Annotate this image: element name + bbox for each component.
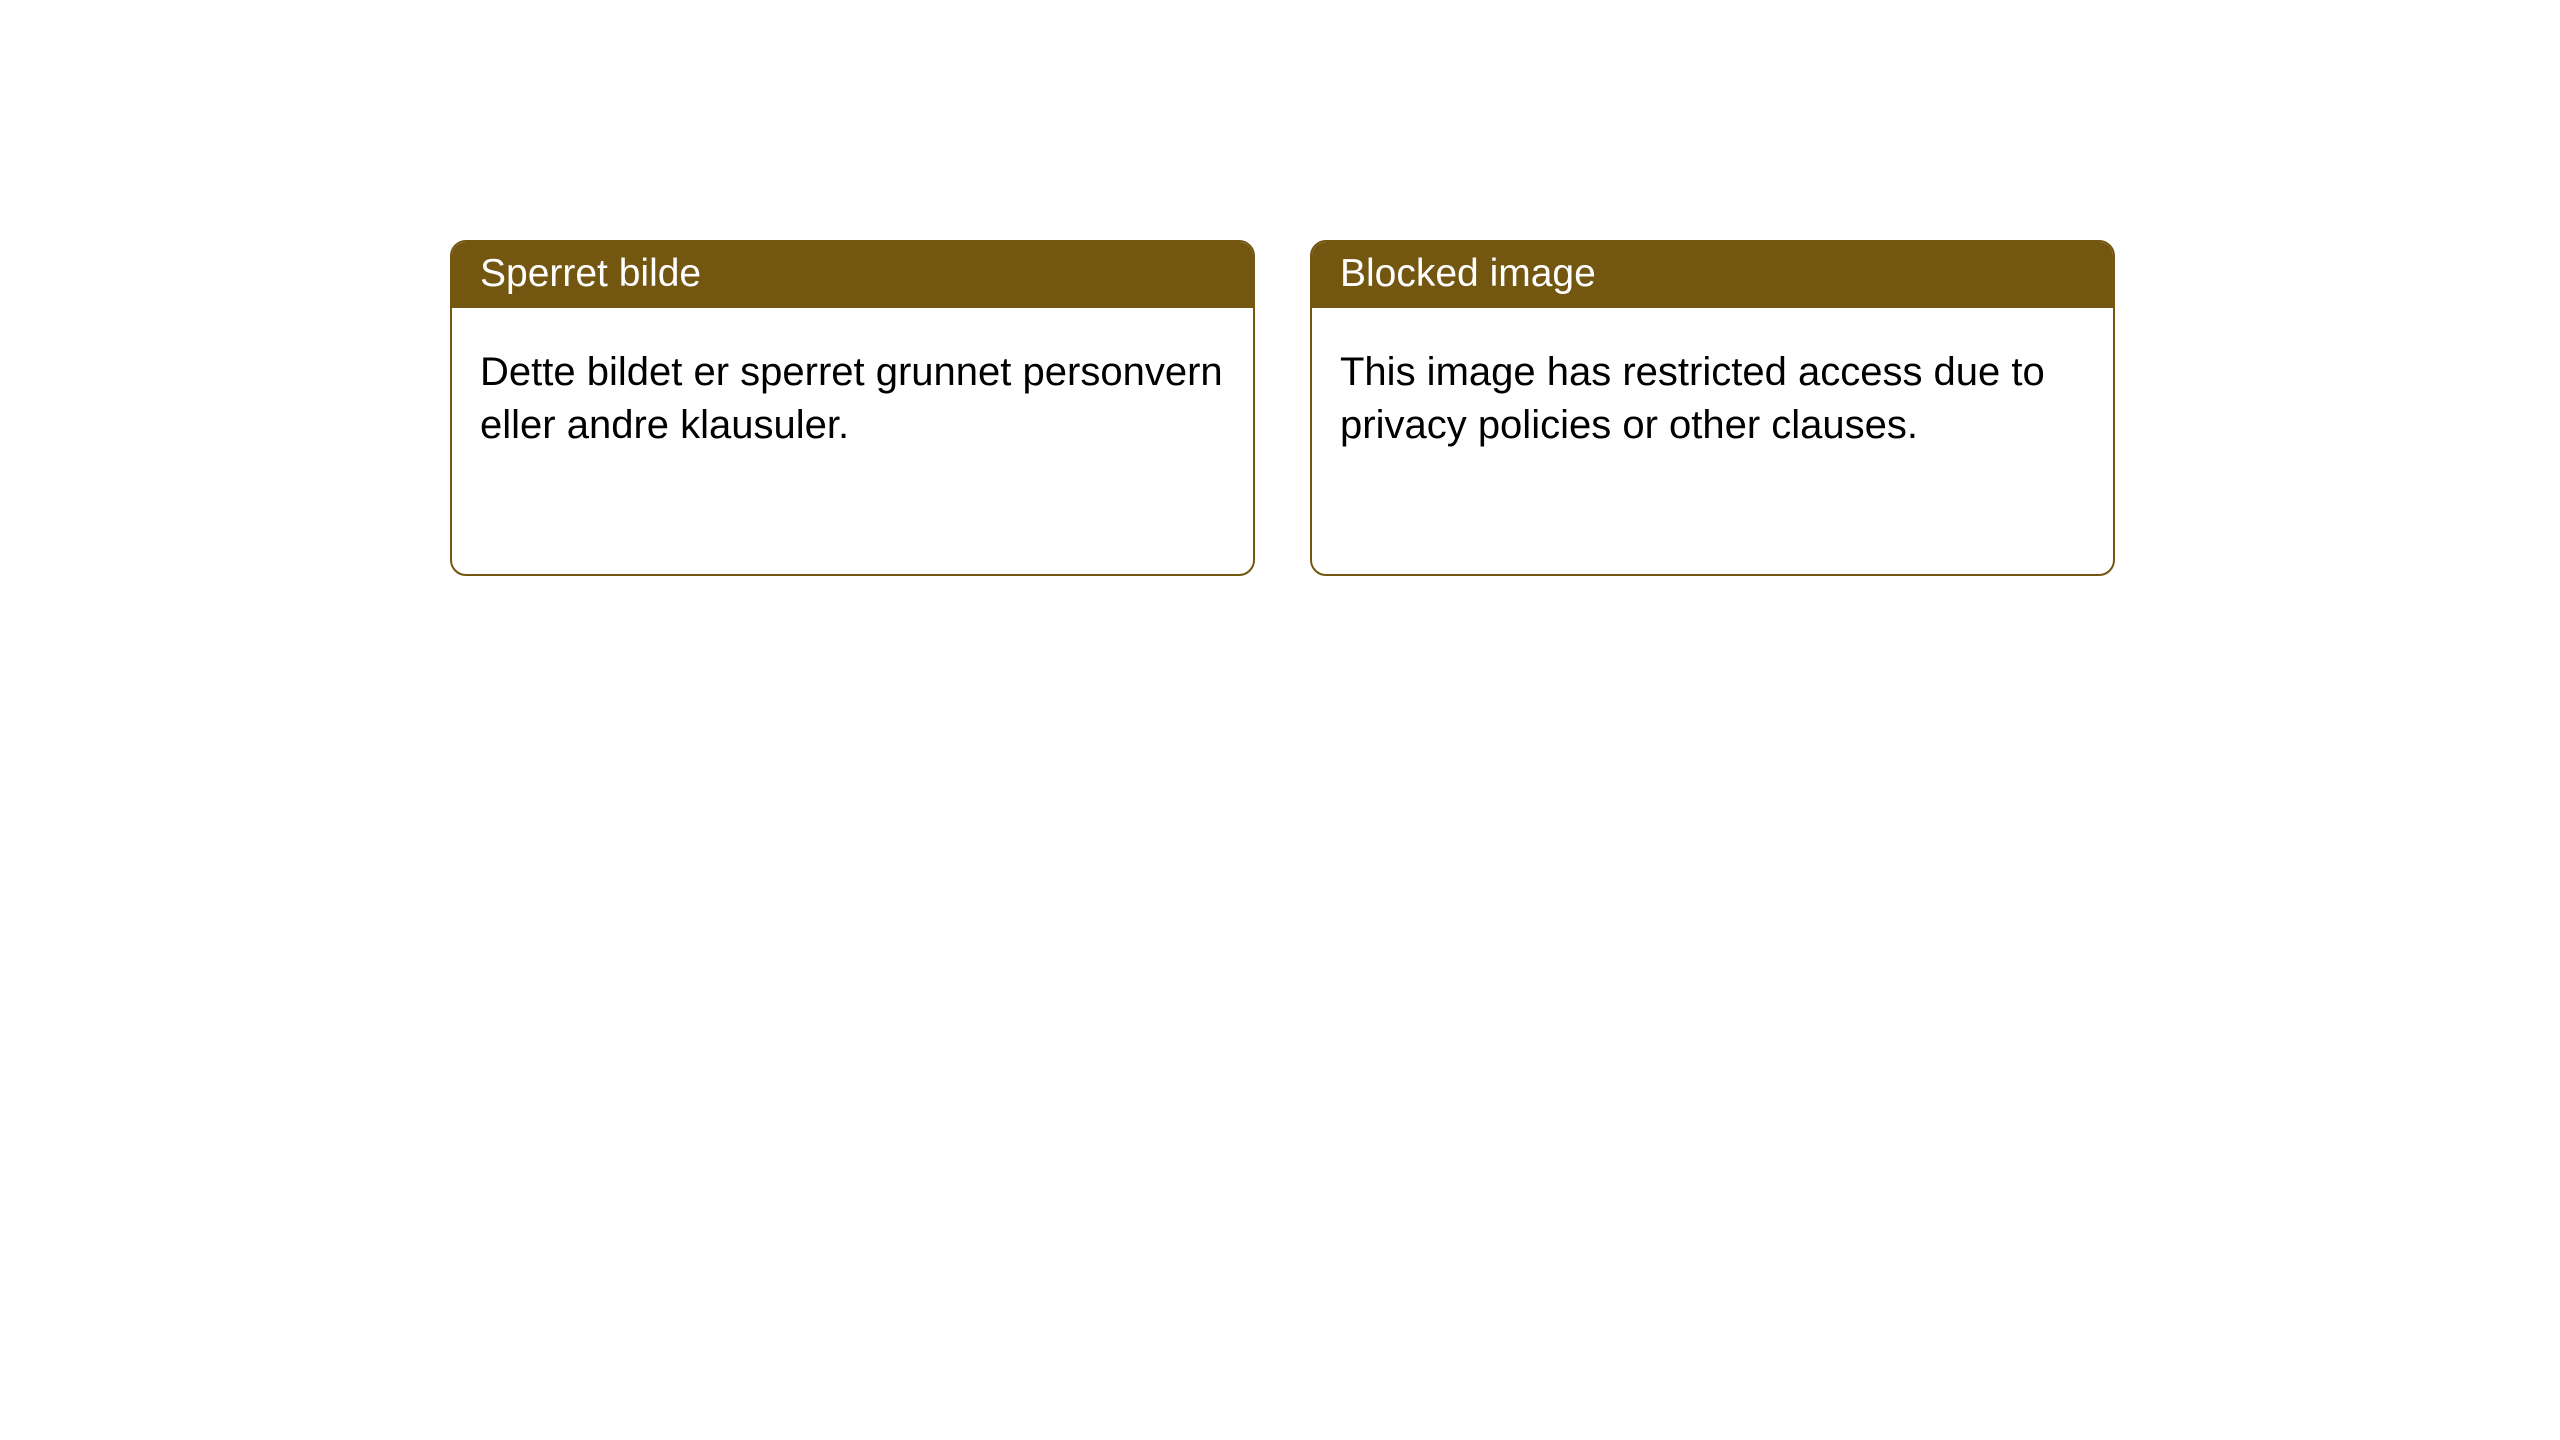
- notice-card-english: Blocked image This image has restricted …: [1310, 240, 2115, 576]
- card-header: Sperret bilde: [452, 242, 1253, 308]
- card-title: Blocked image: [1340, 252, 1596, 295]
- card-body: Dette bildet er sperret grunnet personve…: [452, 308, 1253, 490]
- card-body: This image has restricted access due to …: [1312, 308, 2113, 490]
- card-body-text: Dette bildet er sperret grunnet personve…: [480, 350, 1223, 447]
- card-title: Sperret bilde: [480, 252, 701, 295]
- card-header: Blocked image: [1312, 242, 2113, 308]
- notice-card-norwegian: Sperret bilde Dette bildet er sperret gr…: [450, 240, 1255, 576]
- notice-cards-container: Sperret bilde Dette bildet er sperret gr…: [450, 240, 2115, 576]
- card-body-text: This image has restricted access due to …: [1340, 350, 2045, 447]
